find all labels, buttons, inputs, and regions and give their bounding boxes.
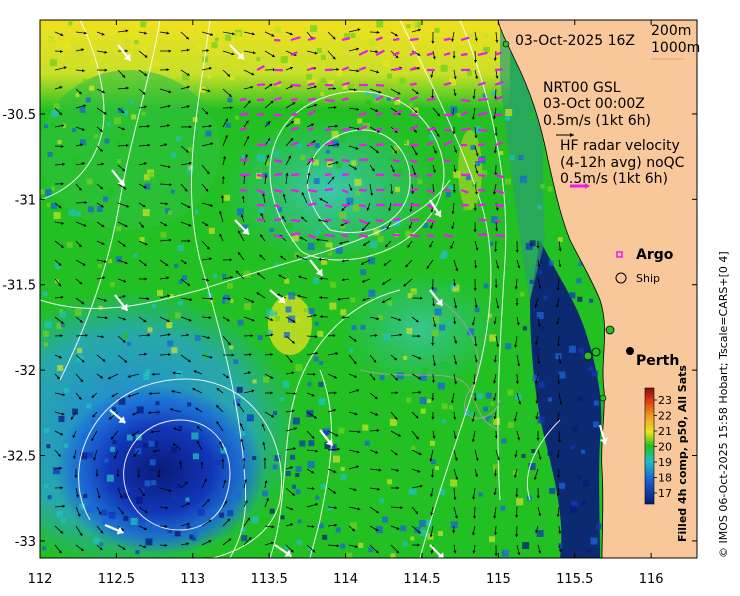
x-tick-label: 114.5: [403, 572, 440, 587]
contour-label-200m: 200m: [651, 23, 691, 39]
legend-argo: Argo: [636, 247, 674, 263]
warm-filament: [268, 295, 312, 355]
colorbar: [645, 388, 654, 504]
radar-title: HF radar velocity: [560, 138, 680, 154]
radar-subtitle: (4-12h avg) noQC: [560, 155, 685, 171]
colorbar-tick-label: 22: [658, 410, 672, 423]
model-time: 03-Oct 00:00Z: [543, 96, 645, 112]
timestamp-label: 03-Oct-2025 16Z: [515, 33, 635, 49]
colorbar-tick-label: 19: [658, 456, 672, 469]
y-tick-label: -31.5: [2, 279, 36, 294]
city-label-perth: Perth: [636, 353, 679, 369]
x-tick-label: 116: [639, 572, 664, 587]
colorbar-tick-label: 23: [658, 394, 672, 407]
x-tick-label: 114: [333, 572, 358, 587]
y-tick-label: -31: [15, 193, 36, 208]
x-tick-label: 113: [180, 572, 205, 587]
contour-label-1000m: 1000m: [651, 40, 700, 56]
credit-text: © IMOS 06-Oct-2025 15:58 Hobart; Tscale=…: [717, 251, 730, 558]
x-tick-label: 112.5: [98, 572, 135, 587]
x-tick-label: 115: [486, 572, 511, 587]
perth-dot: [626, 347, 634, 355]
colorbar-tick-label: 21: [658, 425, 672, 438]
y-tick-label: -32.5: [2, 450, 36, 465]
model-scale: 0.5m/s (1kt 6h): [543, 113, 651, 129]
legend-ship: Ship: [636, 272, 660, 285]
colorbar-tick-label: 18: [658, 472, 672, 485]
model-label: NRT00 GSL: [543, 80, 621, 96]
eddy-south: [340, 270, 500, 390]
y-tick-label: -32: [15, 364, 36, 379]
colorbar-tick-label: 17: [658, 487, 672, 500]
y-tick-label: -33: [15, 535, 36, 550]
warm-filament-east: [458, 130, 482, 210]
y-tick-label: -30.5: [2, 108, 36, 123]
x-tick-label: 112: [28, 572, 53, 587]
colorbar-title: Filled 4h comp, p50, All Sats: [676, 365, 689, 542]
colorbar-tick-label: 20: [658, 441, 672, 454]
x-tick-label: 115.5: [556, 572, 593, 587]
x-tick-label: 113.5: [251, 572, 288, 587]
